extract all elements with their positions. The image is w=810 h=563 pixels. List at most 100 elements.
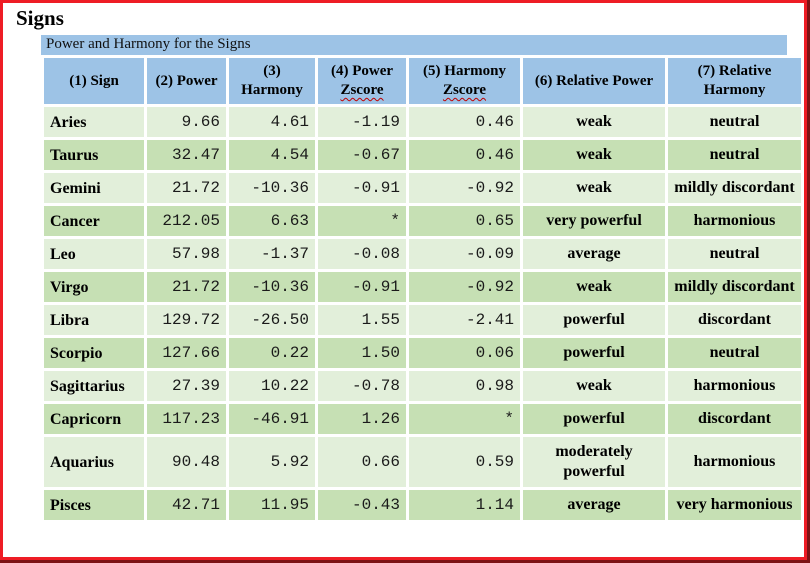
cell-relative_power: very powerful [523,206,665,236]
cell-relative_power: powerful [523,338,665,368]
table-row-taurus: Taurus 32.47 4.54 -0.67 0.46 weak neutral [44,140,801,170]
cell-power: 32.47 [147,140,226,170]
cell-power_zscore: 0.66 [318,437,406,487]
cell-sign: Aries [44,107,144,137]
cell-relative_power: weak [523,173,665,203]
cell-harmony_zscore: 0.59 [409,437,520,487]
cell-power_zscore: -0.08 [318,239,406,269]
column-header-harmony: (3) Harmony [229,58,315,104]
cell-power_zscore: -0.43 [318,490,406,520]
misspelled-word-underline: Zscore [442,82,487,98]
cell-harmony: -10.36 [229,272,315,302]
cell-power: 57.98 [147,239,226,269]
cell-harmony: 4.54 [229,140,315,170]
cell-relative_harmony: very harmonious [668,490,801,520]
table-row-libra: Libra 129.72 -26.50 1.55 -2.41 powerful discor… [44,305,801,335]
cell-sign: Sagittarius [44,371,144,401]
header-row: (1) Sign (2) Power (3) Harmony (4) Power Zsco… [44,58,801,104]
cell-harmony: 4.61 [229,107,315,137]
cell-power: 212.05 [147,206,226,236]
table-row-capricorn: Capricorn 117.23 -46.91 1.26 * powerful discor… [44,404,801,434]
cell-power_zscore: -0.67 [318,140,406,170]
cell-power: 129.72 [147,305,226,335]
cell-power: 9.66 [147,107,226,137]
cell-power: 117.23 [147,404,226,434]
column-header-power_zscore: (4) Power Zscore [318,58,406,104]
table-body: Aries 9.66 4.61 -1.19 0.46 weak neutral Taurus 3… [44,107,801,520]
misspelled-word-underline: Zscore [340,82,384,98]
cell-harmony_zscore: 1.14 [409,490,520,520]
cell-harmony_zscore: 0.65 [409,206,520,236]
cell-relative_power: powerful [523,305,665,335]
cell-harmony_zscore: 0.98 [409,371,520,401]
cell-sign: Gemini [44,173,144,203]
report-content: Signs Power and Harmony for the Signs (1… [3,3,804,523]
table-row-aquarius: Aquarius 90.48 5.92 0.66 0.59 moderately powe… [44,437,801,487]
table-caption: Power and Harmony for the Signs [41,35,787,55]
cell-power: 90.48 [147,437,226,487]
cell-power_zscore: -0.91 [318,173,406,203]
column-header-relative_power: (6) Relative Power [523,58,665,104]
cell-relative_harmony: neutral [668,140,801,170]
cell-sign: Aquarius [44,437,144,487]
cell-harmony_zscore: -2.41 [409,305,520,335]
cell-power_zscore: 1.55 [318,305,406,335]
cell-harmony: 10.22 [229,371,315,401]
cell-harmony_zscore: -0.92 [409,173,520,203]
cell-sign: Libra [44,305,144,335]
cell-harmony: 6.63 [229,206,315,236]
cell-sign: Cancer [44,206,144,236]
cell-relative_power: weak [523,107,665,137]
cell-relative_harmony: discordant [668,305,801,335]
cell-harmony_zscore: * [409,404,520,434]
cell-relative_power: powerful [523,404,665,434]
cell-power: 21.72 [147,272,226,302]
cell-power_zscore: * [318,206,406,236]
table-row-pisces: Pisces 42.71 11.95 -0.43 1.14 average very har… [44,490,801,520]
column-header-sign: (1) Sign [44,58,144,104]
cell-power: 27.39 [147,371,226,401]
cell-sign: Pisces [44,490,144,520]
cell-harmony: 0.22 [229,338,315,368]
cell-harmony: -26.50 [229,305,315,335]
cell-harmony: 5.92 [229,437,315,487]
cell-relative_harmony: harmonious [668,206,801,236]
cell-power: 21.72 [147,173,226,203]
table-row-cancer: Cancer 212.05 6.63 * 0.65 very powerful harmon… [44,206,801,236]
column-header-power: (2) Power [147,58,226,104]
table-row-gemini: Gemini 21.72 -10.36 -0.91 -0.92 weak mildly di… [44,173,801,203]
cell-relative_harmony: mildly discordant [668,272,801,302]
cell-sign: Capricorn [44,404,144,434]
cell-relative_harmony: neutral [668,338,801,368]
table-row-scorpio: Scorpio 127.66 0.22 1.50 0.06 powerful neutral [44,338,801,368]
cell-harmony: -46.91 [229,404,315,434]
cell-power_zscore: -0.91 [318,272,406,302]
table-row-virgo: Virgo 21.72 -10.36 -0.91 -0.92 weak mildly dis… [44,272,801,302]
table-row-aries: Aries 9.66 4.61 -1.19 0.46 weak neutral [44,107,801,137]
cell-relative_power: average [523,239,665,269]
cell-relative_power: weak [523,371,665,401]
cell-harmony_zscore: -0.92 [409,272,520,302]
cell-power_zscore: -1.19 [318,107,406,137]
cell-sign: Taurus [44,140,144,170]
cell-power: 127.66 [147,338,226,368]
cell-relative_harmony: harmonious [668,371,801,401]
cell-relative_power: weak [523,272,665,302]
table-header: (1) Sign (2) Power (3) Harmony (4) Power Zsco… [44,58,801,104]
cell-sign: Leo [44,239,144,269]
column-header-harmony_zscore: (5) Harmony Zscore [409,58,520,104]
cell-relative_power: average [523,490,665,520]
cell-relative_harmony: discordant [668,404,801,434]
cell-power: 42.71 [147,490,226,520]
cell-harmony: -1.37 [229,239,315,269]
cell-relative_harmony: harmonious [668,437,801,487]
cell-harmony_zscore: 0.46 [409,107,520,137]
cell-relative_harmony: neutral [668,239,801,269]
cell-harmony: -10.36 [229,173,315,203]
cell-sign: Virgo [44,272,144,302]
cell-power_zscore: 1.50 [318,338,406,368]
cell-harmony_zscore: 0.46 [409,140,520,170]
cell-relative_power: weak [523,140,665,170]
cell-relative_harmony: mildly discordant [668,173,801,203]
